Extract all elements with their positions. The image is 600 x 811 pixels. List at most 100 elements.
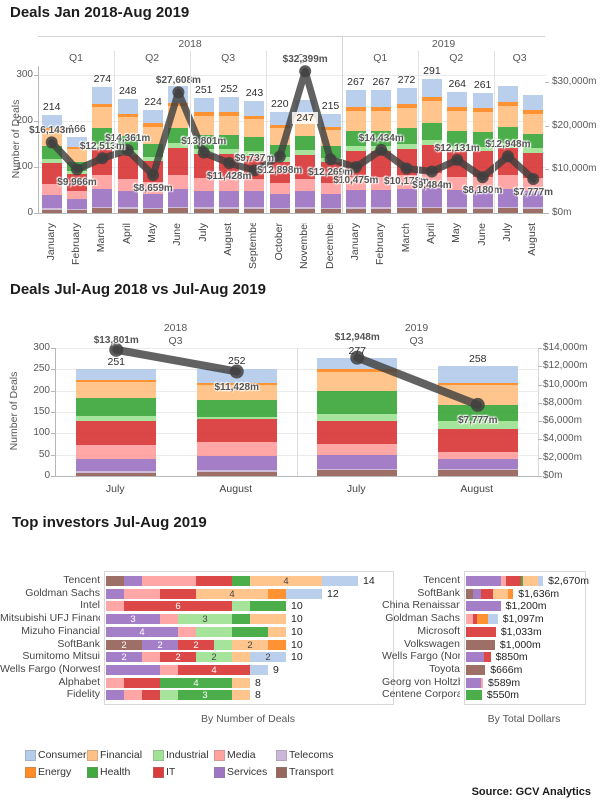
bar-segment-industrial[interactable] xyxy=(345,145,366,151)
bar-segment-telecoms[interactable] xyxy=(345,207,366,209)
bar-segment-transport[interactable] xyxy=(269,209,290,213)
line-point[interactable] xyxy=(476,171,489,184)
bar-segment-media[interactable] xyxy=(142,652,160,663)
bar-segment-media[interactable] xyxy=(396,175,417,190)
bar-segment-energy[interactable] xyxy=(268,639,286,650)
bar-segment-consumer[interactable] xyxy=(117,99,138,114)
bar-segment-energy[interactable] xyxy=(396,104,417,108)
bar-segment-services[interactable] xyxy=(193,190,214,208)
bar-segment-health[interactable] xyxy=(244,137,265,151)
bar-segment-energy[interactable] xyxy=(67,146,88,150)
bar-segment-consumer[interactable] xyxy=(250,652,286,663)
legend-item-consumer[interactable]: Consumer xyxy=(25,748,86,762)
bar-segment-services[interactable] xyxy=(67,198,88,210)
legend-item-it[interactable]: IT xyxy=(153,765,213,779)
legend-item-industrial[interactable]: Industrial xyxy=(153,748,213,762)
bar-segment-consumer[interactable] xyxy=(143,110,164,124)
bar-segment-consumer[interactable] xyxy=(244,101,265,116)
bar-segment-industrial[interactable] xyxy=(447,146,468,152)
bar-segment-telecoms[interactable] xyxy=(244,207,265,209)
bar-segment-it[interactable] xyxy=(124,677,160,688)
bar-segment-financial[interactable] xyxy=(371,110,392,131)
bar-segment-services[interactable] xyxy=(466,652,484,663)
bar-segment-transport[interactable] xyxy=(447,208,468,213)
bar-segment-industrial[interactable] xyxy=(214,639,232,650)
bar-segment-industrial[interactable] xyxy=(196,626,232,637)
line-point[interactable] xyxy=(172,86,185,99)
bar-segment-financial[interactable] xyxy=(317,372,398,391)
bar-segment-financial[interactable] xyxy=(67,149,88,162)
bar-segment-energy[interactable] xyxy=(437,383,518,386)
bar-segment-services[interactable] xyxy=(345,190,366,208)
bar-segment-industrial[interactable] xyxy=(196,416,277,420)
bar-segment-industrial[interactable] xyxy=(76,416,157,422)
bar-segment-health[interactable] xyxy=(472,131,493,147)
line-point[interactable] xyxy=(223,157,236,170)
bar-segment-media[interactable] xyxy=(76,445,157,459)
bar-segment-it[interactable] xyxy=(481,588,494,599)
bar-segment-transport[interactable] xyxy=(295,208,316,213)
bar-segment-media[interactable] xyxy=(437,452,518,460)
bar-segment-financial[interactable] xyxy=(497,105,518,128)
bar-segment-financial[interactable] xyxy=(232,677,250,688)
bar-segment-media[interactable] xyxy=(117,178,138,191)
bar-segment-health[interactable] xyxy=(345,130,366,146)
bar-segment-consumer[interactable] xyxy=(396,88,417,105)
bar-segment-financial[interactable] xyxy=(523,113,544,134)
legend-item-services[interactable]: Services xyxy=(214,765,274,779)
bar-segment-it[interactable] xyxy=(196,419,277,442)
bar-segment-services[interactable] xyxy=(106,588,124,599)
bar-segment-health[interactable] xyxy=(219,134,240,150)
line-point[interactable] xyxy=(400,162,413,175)
bar-segment-transport[interactable] xyxy=(421,208,442,213)
bar-segment-health[interactable] xyxy=(250,601,286,612)
bar-segment-industrial[interactable] xyxy=(143,156,164,161)
bar-segment-consumer[interactable] xyxy=(269,111,290,126)
bar-segment-media[interactable] xyxy=(168,174,189,189)
bar-segment-industrial[interactable] xyxy=(523,148,544,153)
bar-segment-energy[interactable] xyxy=(143,123,164,127)
bar-segment-industrial[interactable] xyxy=(472,146,493,152)
bar-segment-services[interactable] xyxy=(106,652,142,663)
bar-segment-telecoms[interactable] xyxy=(295,207,316,209)
line-point[interactable] xyxy=(501,150,514,163)
bar-segment-media[interactable] xyxy=(160,614,178,625)
bar-segment-services[interactable] xyxy=(92,189,113,207)
bar-segment-transport[interactable] xyxy=(466,664,486,675)
bar-segment-financial[interactable] xyxy=(232,639,268,650)
bar-segment-energy[interactable] xyxy=(476,614,488,625)
bar-segment-transport[interactable] xyxy=(76,473,157,476)
bar-segment-media[interactable] xyxy=(106,601,124,612)
bar-segment-consumer[interactable] xyxy=(295,99,316,114)
bar-segment-energy[interactable] xyxy=(117,113,138,117)
bar-segment-services[interactable] xyxy=(320,194,341,208)
bar-segment-health[interactable] xyxy=(497,127,518,144)
bar-segment-health[interactable] xyxy=(466,690,482,701)
line-point[interactable] xyxy=(229,364,244,379)
bar-segment-telecoms[interactable] xyxy=(67,209,88,211)
bar-segment-energy[interactable] xyxy=(472,108,493,112)
bar-segment-media[interactable] xyxy=(124,588,160,599)
bar-segment-financial[interactable] xyxy=(493,588,509,599)
bar-segment-health[interactable] xyxy=(168,127,189,144)
bar-segment-industrial[interactable] xyxy=(160,690,178,701)
bar-segment-transport[interactable] xyxy=(41,209,62,213)
bar-segment-services[interactable] xyxy=(143,193,164,208)
bar-segment-it[interactable] xyxy=(483,652,491,663)
bar-segment-media[interactable] xyxy=(142,576,196,586)
line-point[interactable] xyxy=(96,152,109,165)
bar-segment-transport[interactable] xyxy=(497,208,518,213)
bar-segment-financial[interactable] xyxy=(232,652,250,663)
bar-segment-consumer[interactable] xyxy=(67,136,88,147)
bar-segment-energy[interactable] xyxy=(193,112,214,117)
bar-segment-consumer[interactable] xyxy=(523,94,544,111)
bar-segment-consumer[interactable] xyxy=(472,93,493,109)
line-point[interactable] xyxy=(273,150,286,163)
bar-segment-consumer[interactable] xyxy=(41,114,62,128)
bar-segment-telecoms[interactable] xyxy=(396,206,417,209)
bar-segment-financial[interactable] xyxy=(143,126,164,144)
bar-segment-industrial[interactable] xyxy=(396,144,417,150)
bar-segment-consumer[interactable] xyxy=(219,97,240,112)
bar-segment-consumer[interactable] xyxy=(371,90,392,107)
bar-segment-energy[interactable] xyxy=(447,107,468,112)
